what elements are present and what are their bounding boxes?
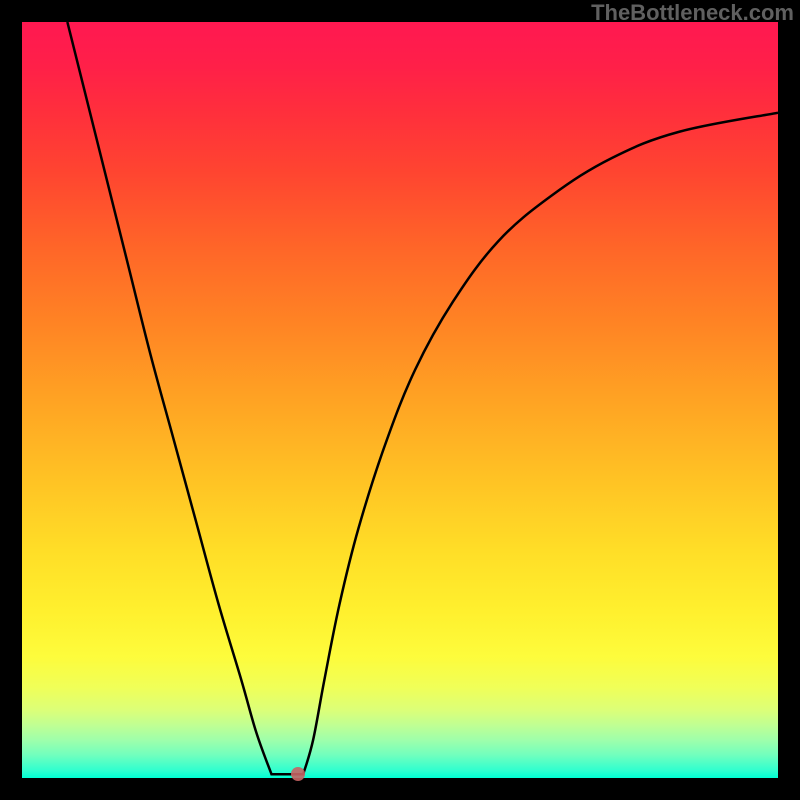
bottleneck-curve: [22, 22, 778, 778]
plot-area: [22, 22, 778, 778]
optimal-point-marker: [291, 767, 305, 781]
curve-path: [67, 22, 778, 774]
attribution-text: TheBottleneck.com: [591, 0, 794, 26]
